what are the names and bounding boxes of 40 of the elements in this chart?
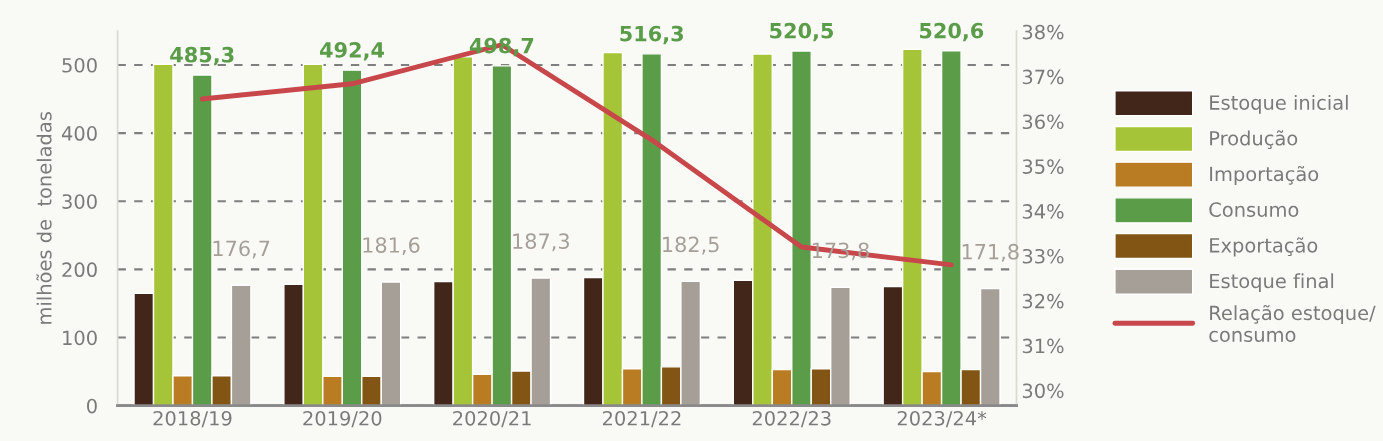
y-tick-label: 400 <box>61 126 97 141</box>
y2-tick-label: 31% <box>1022 338 1064 354</box>
y-tick-label: 200 <box>62 262 97 278</box>
y-tick-label: 0 <box>87 398 97 414</box>
data-label: 516,3 <box>620 25 683 45</box>
data-label: 187,3 <box>513 233 569 252</box>
y-tick-label: 500 <box>62 57 97 73</box>
y-tick-label: 300 <box>62 194 97 209</box>
legend-label: Estoque final <box>1210 273 1334 293</box>
x-tick-label: 2018/19 <box>153 410 232 428</box>
x-tick-label: 2023/24* <box>897 410 987 428</box>
y-axis-title: milhões de toneladas <box>36 112 52 324</box>
y2-tick-label: 37% <box>1022 69 1064 85</box>
y-tick-label: 100 <box>63 330 97 346</box>
legend-label: Consumo <box>1209 202 1299 217</box>
data-label: 181,6 <box>363 237 420 256</box>
data-label: 492,4 <box>320 42 385 61</box>
legend-label: Produção <box>1210 130 1298 150</box>
data-label: 182,5 <box>663 236 719 255</box>
y2-tick-label: 32% <box>1022 293 1064 309</box>
data-label: 485,3 <box>170 46 234 66</box>
y2-tick-label: 38% <box>1022 24 1064 40</box>
legend-label: Exportação <box>1210 237 1318 257</box>
legend-label: Importação <box>1210 165 1319 186</box>
y2-tick-label: 34% <box>1022 204 1064 219</box>
legend-label: Relação estoque/ consumo <box>1209 304 1376 343</box>
x-tick-label: 2019/20 <box>303 410 382 428</box>
data-label: 520,6 <box>919 22 984 42</box>
x-tick-label: 2021/22 <box>602 410 681 428</box>
x-tick-label: 2022/23 <box>752 410 831 428</box>
x-tick-label: 2020/21 <box>453 410 531 428</box>
legend-label: Estoque inicial <box>1210 94 1348 114</box>
data-label: 173,8 <box>812 242 869 261</box>
data-label: 176,7 <box>213 240 270 259</box>
y2-tick-label: 36% <box>1022 114 1064 130</box>
data-label: 171,8 <box>962 243 1019 262</box>
y2-tick-label: 33% <box>1022 248 1064 264</box>
y2-tick-label: 35% <box>1022 159 1064 174</box>
data-label: 520,5 <box>770 22 833 42</box>
y2-tick-label: 30% <box>1022 383 1064 399</box>
